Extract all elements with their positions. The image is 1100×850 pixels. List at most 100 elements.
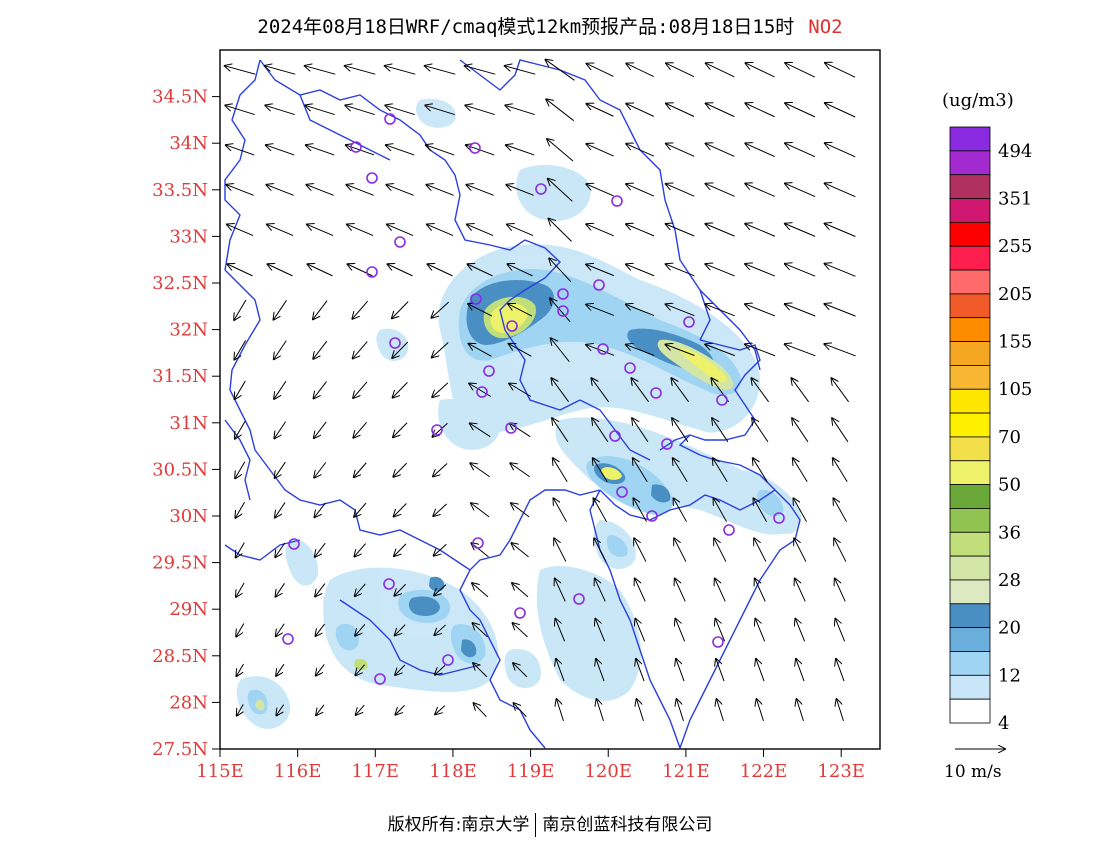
wind-arrow xyxy=(234,299,247,320)
wind-arrow xyxy=(316,704,325,715)
colorbar-unit: (ug/m3) xyxy=(942,90,1014,111)
site-marker xyxy=(535,183,547,195)
wind-arrow xyxy=(511,543,529,558)
wind-arrow xyxy=(353,381,368,398)
wind-arrow xyxy=(717,699,724,722)
wind-arrow xyxy=(432,342,449,358)
wind-arrow xyxy=(794,538,807,562)
lat-tick-label: 34.5N xyxy=(152,87,208,108)
wind-arrow xyxy=(388,264,413,277)
wind-arrow xyxy=(314,462,327,477)
colorbar-label: 351 xyxy=(998,189,1032,210)
site-marker xyxy=(573,593,585,605)
wind-arrow xyxy=(276,583,285,596)
site-marker xyxy=(374,673,386,685)
wind-arrow xyxy=(465,105,495,116)
wind-arrow xyxy=(470,423,491,438)
wind-arrow xyxy=(837,699,844,722)
wind-arrow xyxy=(276,623,285,637)
colorbar-swatch xyxy=(949,698,991,724)
wind-arrow xyxy=(626,264,655,277)
wind-arrow xyxy=(235,501,246,518)
colorbar-swatch xyxy=(949,508,991,533)
wind-arrow xyxy=(306,185,334,196)
lat-tick-label: 30.5N xyxy=(152,459,208,480)
wind-arrow xyxy=(712,418,729,443)
wind-arrow xyxy=(274,380,287,399)
wind-arrow xyxy=(626,104,654,117)
site-marker xyxy=(366,266,378,278)
site-marker xyxy=(557,305,569,317)
wind-arrow xyxy=(509,344,532,357)
colorbar-label: 105 xyxy=(998,379,1032,400)
wind-arrow xyxy=(555,619,566,642)
wind-arrow xyxy=(666,344,695,356)
wind-arrow xyxy=(556,659,565,682)
wind-arrow xyxy=(705,344,735,357)
wind-arrow xyxy=(266,185,294,196)
wind-arrow xyxy=(307,224,334,237)
site-marker xyxy=(288,538,300,550)
wind-arrow xyxy=(345,105,375,116)
wind-arrow xyxy=(510,463,530,478)
wind-arrow xyxy=(636,659,645,682)
wind-arrow xyxy=(266,145,295,156)
wind-arrow xyxy=(508,264,533,277)
wind-arrow xyxy=(792,418,809,443)
wind-arrow xyxy=(465,66,496,75)
wind-arrow xyxy=(551,338,570,363)
wind-arrow xyxy=(227,224,254,237)
lon-tick-label: 120E xyxy=(584,761,632,782)
wind-arrow xyxy=(468,304,493,317)
wind-arrow xyxy=(675,619,686,642)
wind-arrow xyxy=(674,538,687,562)
site-marker xyxy=(624,362,636,374)
wind-arrow xyxy=(597,699,604,722)
wind-arrow xyxy=(745,304,776,317)
wind-arrow xyxy=(713,458,728,483)
wind-arrow xyxy=(554,538,567,562)
wind-arrow xyxy=(715,579,726,602)
wind-arrow xyxy=(714,538,727,562)
site-marker xyxy=(469,142,481,154)
wind-arrow xyxy=(705,224,735,237)
wind-arrow xyxy=(755,619,766,642)
title-species: NO2 xyxy=(808,16,843,38)
colorbar-swatch xyxy=(949,651,991,676)
wind-arrow xyxy=(395,704,405,714)
lon-tick-label: 122E xyxy=(740,761,788,782)
wind-arrow xyxy=(716,659,725,682)
wind-arrow xyxy=(673,498,687,522)
wind-arrow xyxy=(626,144,655,157)
wind-arrow xyxy=(435,664,446,674)
colorbar-swatch xyxy=(949,269,991,295)
wind-arrow xyxy=(586,305,615,316)
map-frame xyxy=(219,49,881,750)
wind-arrow xyxy=(757,699,764,722)
wind-arrow xyxy=(586,345,615,356)
wind-arrow xyxy=(505,66,536,75)
wind-arrow xyxy=(274,300,287,319)
wind-arrow xyxy=(797,699,804,722)
wind-arrow xyxy=(553,498,567,522)
lon-tick-label: 117E xyxy=(352,761,400,782)
wind-arrow xyxy=(506,185,534,196)
wind-arrow xyxy=(427,224,454,237)
wind-arrow xyxy=(754,538,767,562)
wind-arrow xyxy=(745,184,775,197)
wind-arrow xyxy=(425,105,455,116)
wind-arrow xyxy=(394,543,407,556)
wind-arrow xyxy=(392,301,409,319)
site-marker xyxy=(650,387,662,399)
wind-arrow xyxy=(507,224,534,237)
wind-arrow xyxy=(835,619,846,642)
site-marker xyxy=(506,320,518,332)
wind-arrow xyxy=(305,66,336,75)
wind-arrow xyxy=(785,103,816,118)
wind-arrow xyxy=(393,382,408,397)
wind-arrow xyxy=(666,264,695,277)
wind-arrow xyxy=(474,703,487,718)
wind-arrow xyxy=(745,224,776,237)
wind-arrow xyxy=(637,699,644,722)
wind-arrow xyxy=(468,264,493,277)
